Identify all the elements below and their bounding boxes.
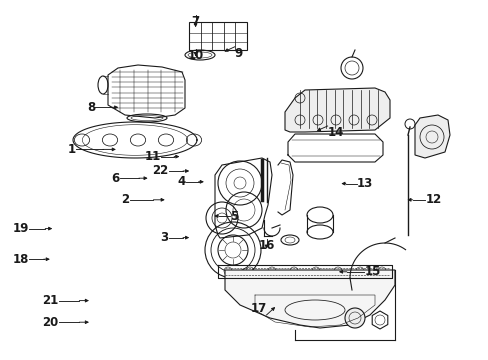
Text: 11: 11 bbox=[145, 150, 161, 163]
Text: 10: 10 bbox=[187, 49, 203, 62]
Text: 20: 20 bbox=[42, 316, 59, 329]
Text: 13: 13 bbox=[356, 177, 372, 190]
Text: 4: 4 bbox=[177, 175, 185, 188]
Text: 2: 2 bbox=[121, 193, 129, 206]
Text: 7: 7 bbox=[191, 15, 199, 28]
Bar bbox=[189, 22, 246, 50]
Text: 19: 19 bbox=[13, 222, 29, 235]
Text: 3: 3 bbox=[160, 231, 168, 244]
Polygon shape bbox=[285, 88, 389, 132]
Polygon shape bbox=[224, 270, 394, 328]
Text: 8: 8 bbox=[87, 101, 95, 114]
Text: 5: 5 bbox=[229, 210, 238, 222]
Text: 14: 14 bbox=[327, 126, 343, 139]
Text: 9: 9 bbox=[234, 47, 243, 60]
Text: 17: 17 bbox=[250, 302, 266, 315]
Text: 15: 15 bbox=[364, 265, 380, 278]
Text: 16: 16 bbox=[258, 239, 274, 252]
Circle shape bbox=[345, 308, 364, 328]
Text: 21: 21 bbox=[42, 294, 59, 307]
Text: 18: 18 bbox=[13, 253, 29, 266]
Text: 1: 1 bbox=[67, 143, 76, 156]
Polygon shape bbox=[414, 115, 449, 158]
Text: 12: 12 bbox=[425, 193, 441, 206]
Text: 6: 6 bbox=[111, 172, 120, 185]
Text: 22: 22 bbox=[152, 165, 168, 177]
